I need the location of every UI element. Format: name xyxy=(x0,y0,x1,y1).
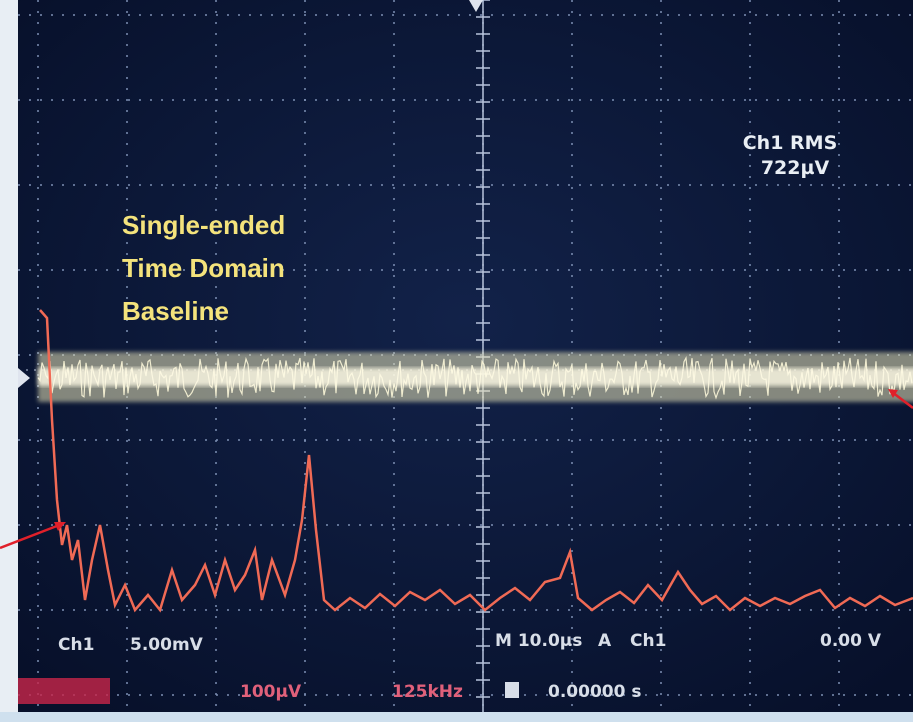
trigger-mode: A xyxy=(598,631,612,651)
arrow-head xyxy=(54,522,66,531)
timebase: M 10.0µs xyxy=(495,631,582,651)
pointer-arrow xyxy=(891,391,913,409)
vertical-scale: 5.00mV xyxy=(130,635,204,655)
noise-core xyxy=(38,368,913,386)
trigger-position-marker xyxy=(469,0,483,12)
overlay-line: Time Domain xyxy=(122,253,285,283)
math-scale: 100µV xyxy=(240,682,302,702)
overlay-line: Single-ended xyxy=(122,210,285,240)
trigger-level: 0.00 V xyxy=(820,631,882,651)
measurement-label: Ch1 RMS xyxy=(743,132,838,154)
position-icon xyxy=(505,682,519,698)
channel-marker xyxy=(18,368,30,388)
bezel xyxy=(0,712,913,722)
arrow-head xyxy=(888,389,898,398)
math-badge xyxy=(18,678,110,704)
horizontal-position: 0.00000 s xyxy=(548,682,641,702)
red-trace xyxy=(39,309,913,613)
measurement-value: 722µV xyxy=(761,157,830,179)
trigger-source: Ch1 xyxy=(630,631,666,651)
yellow-trace xyxy=(37,352,913,402)
pointer-arrow xyxy=(0,522,63,550)
sample-rate: 125kHz xyxy=(392,682,463,702)
channel: Ch1 xyxy=(58,635,94,655)
overlay-line: Baseline xyxy=(122,296,229,326)
